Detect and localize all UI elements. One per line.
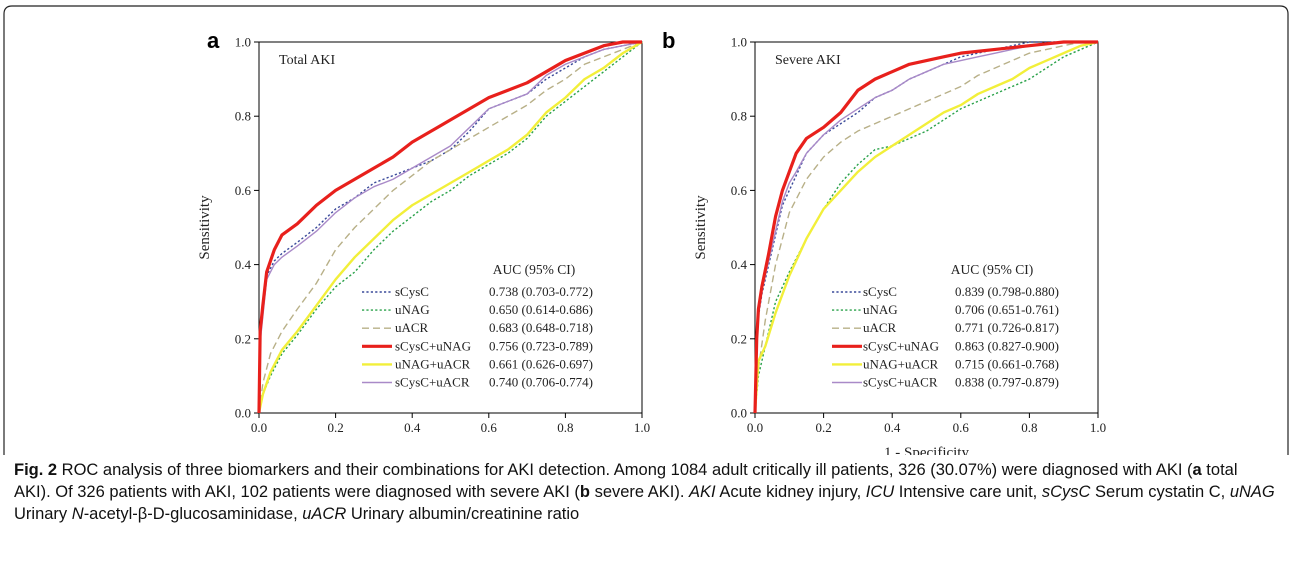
legend-auc: 0.650 (0.614-0.686) [489,302,593,317]
roc-curve-scysc-uacr [258,41,643,414]
legend-auc: 0.738 (0.703-0.772) [489,284,593,299]
y-tick-label: 1.0 [731,35,747,50]
caption-text-1: ROC analysis of three biomarkers and the… [57,461,1193,479]
x-tick-label: 0.8 [1021,420,1037,435]
abbr-term: sCysC [1041,483,1091,501]
roc-figure: a 0.0 0.2 0.4 0.6 0.8 1.0 0.0 0.2 0.4 0.6 0.8 1.0 Sen… [3,5,1289,461]
y-tick-label: 1.0 [235,35,251,50]
plot-frame [754,41,1099,414]
roc-curve-uacr [754,41,1098,414]
x-tick-label: 0.4 [884,420,901,435]
panel-title: Severe AKI [775,53,841,68]
legend-auc: 0.839 (0.798-0.880) [955,284,1059,299]
legend-auc: 0.863 (0.827-0.900) [955,338,1059,353]
legend-name: uACR [863,320,897,335]
legend-name: sCysC [863,284,897,299]
y-axis-label: Sensitivity [693,195,709,260]
caption-text-3: severe AKI). [590,483,690,501]
x-tick-label: 0.4 [404,420,421,435]
abbr-term: uACR [302,505,347,523]
panel-letter: a [207,28,220,53]
roc-curve-scysc-unag [753,40,1098,414]
caption-label: Fig. 2 [14,461,58,479]
x-tick-label: 0.2 [815,420,831,435]
legend-name: uNAG+uACR [863,356,939,371]
figure-border [3,5,1289,455]
abbr-term: N [71,505,84,523]
abbr-def: Acute kidney injury, [715,483,866,501]
legend-name: sCysC+uNAG [395,338,471,353]
y-axis-label: Sensitivity [197,195,213,260]
x-tick-label: 1.0 [634,420,650,435]
figure-caption: Fig. 2 ROC analysis of three biomarkers … [14,459,1276,525]
x-tick-label: 1.0 [1090,420,1106,435]
x-tick-label: 0.2 [327,420,343,435]
plot-frame [258,41,643,414]
caption-letter-a: a [1192,461,1202,479]
y-tick-label: 0.4 [731,257,748,272]
legend-name: uNAG [395,302,430,317]
y-tick-label: 0.0 [235,406,251,421]
legend-header: AUC (95% CI) [493,262,576,277]
legend-name: sCysC [395,284,429,299]
x-tick-label: 0.8 [557,420,573,435]
legend-name: sCysC+uACR [395,375,470,390]
x-tick-label: 0.0 [747,420,763,435]
legend-name: uNAG+uACR [395,356,471,371]
abbr-term: ICU [865,483,895,501]
abbr-def: Urinary [14,505,72,523]
roc-curve-unag-uacr [257,40,643,414]
abbr-term: uNAG [1229,483,1275,501]
legend-auc: 0.715 (0.661-0.768) [955,356,1059,371]
y-tick-label: 0.8 [235,109,251,124]
y-tick-label: 0.8 [731,109,747,124]
legend-auc: 0.661 (0.626-0.697) [489,356,593,371]
x-tick-label: 0.0 [251,420,267,435]
abbr-def: -acetyl-β-D-glucosaminidase, [83,505,303,523]
y-tick-label: 0.2 [235,331,251,346]
abbr-term: AKI [689,483,716,501]
roc-curve-uacr [258,41,643,414]
caption-text-2: total AKI). Of 326 patients with AKI, 10… [14,461,1238,501]
panel-a: a 0.0 0.2 0.4 0.6 0.8 1.0 0.0 0.2 0.4 0.6 0.8 1.0 Sen… [197,28,650,435]
panel-title: Total AKI [279,53,336,68]
caption-letter-b: b [579,483,590,501]
x-tick-label: 0.6 [953,420,970,435]
legend-name: uACR [395,320,429,335]
legend-auc: 0.683 (0.648-0.718) [489,320,593,335]
y-tick-label: 0.2 [731,331,747,346]
legend-name: sCysC+uACR [863,375,938,390]
abbr-def: Serum cystatin C, [1090,483,1230,501]
roc-curve-unag [258,41,643,414]
panel-b: b 0.0 0.2 0.4 0.6 0.8 1.0 0.0 0.2 0.4 0.6 0.8 1.0 Sen… [662,28,1106,461]
legend-auc: 0.771 (0.726-0.817) [955,320,1059,335]
legend-auc: 0.706 (0.651-0.761) [955,302,1059,317]
roc-curve-scysc-unag [257,40,642,414]
y-tick-label: 0.0 [731,406,747,421]
legend-name: sCysC+uNAG [863,338,939,353]
abbr-def: Urinary albumin/creatinine ratio [346,505,580,523]
legend-name: uNAG [863,302,898,317]
legend-header: AUC (95% CI) [951,262,1034,277]
legend-auc: 0.756 (0.723-0.789) [489,338,593,353]
y-tick-label: 0.4 [235,257,252,272]
x-axis-label: 1 - Specificity [884,445,969,455]
panel-letter: b [662,28,675,53]
abbr-def: Intensive care unit, [894,483,1042,501]
roc-curve-unag-uacr [753,40,1099,414]
y-tick-label: 0.6 [235,183,252,198]
legend-auc: 0.740 (0.706-0.774) [489,375,593,390]
legend-auc: 0.838 (0.797-0.879) [955,375,1059,390]
y-tick-label: 0.6 [731,183,748,198]
x-tick-label: 0.6 [481,420,498,435]
